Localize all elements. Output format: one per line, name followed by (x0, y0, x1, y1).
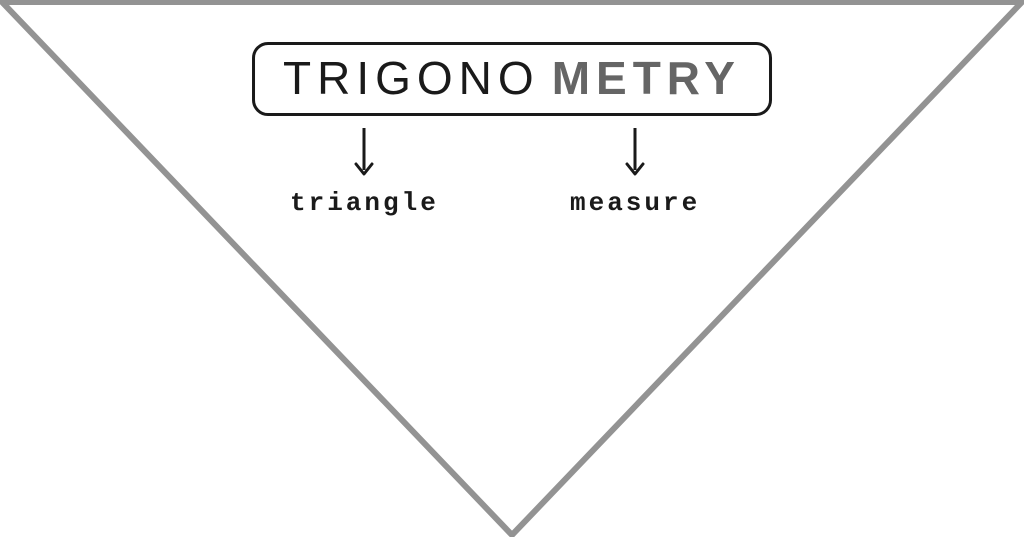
title-box: TRIGONO METRY (252, 42, 772, 116)
arrow-down-icon (623, 126, 647, 182)
left-sub-label: triangle (290, 188, 439, 218)
right-sub-label: measure (570, 188, 700, 218)
title-left-part: TRIGONO (283, 55, 540, 101)
arrow-down-icon (352, 126, 376, 182)
title-right-part: METRY (552, 55, 741, 101)
diagram-stage: TRIGONO METRY triangle measure (0, 0, 1024, 537)
left-arrow-column: triangle (290, 126, 439, 218)
right-arrow-column: measure (570, 126, 700, 218)
